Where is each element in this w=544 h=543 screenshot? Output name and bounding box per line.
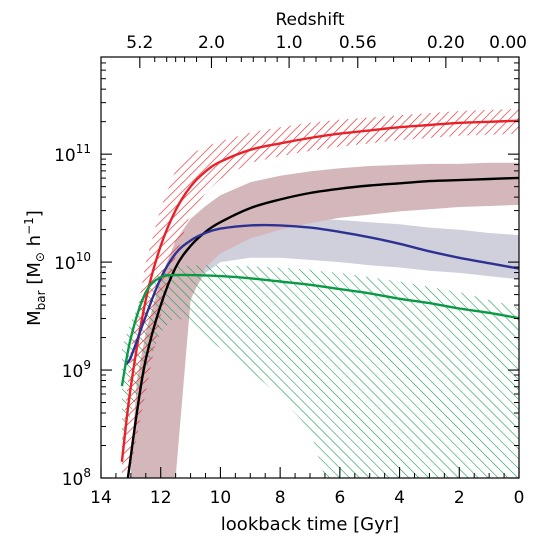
y-tick-label: 108 [62, 466, 91, 490]
y-label-h: h [24, 235, 45, 246]
y-label-sun: ⊙ [33, 252, 47, 262]
y-tick-label: 1010 [54, 250, 91, 274]
x-tick-label: 2 [454, 488, 465, 508]
y-label-units: [M [24, 262, 45, 285]
x-axis-label: lookback time [Gyr] [221, 514, 399, 535]
y-tick-labels: 108 109 1010 1011 [54, 142, 91, 490]
y-label-exp: −1 [22, 217, 36, 235]
y-tick-label: 1011 [54, 142, 91, 166]
top-tick-label: 5.2 [126, 33, 153, 53]
y-label-close: ] [24, 210, 45, 217]
x-tick-label: 8 [275, 488, 286, 508]
top-axis-label: Redshift [275, 10, 344, 30]
top-tick-label: 0.20 [427, 33, 465, 53]
uncertainty-bands [121, 108, 519, 478]
top-tick-label: 0.00 [489, 33, 527, 53]
series-lines [120, 119, 519, 478]
axis-ticks [100, 62, 520, 479]
series-line-1 [126, 176, 519, 478]
x-tick-label: 10 [210, 488, 232, 508]
series-line-0 [120, 119, 519, 462]
y-axis-label: Mbar [M⊙ h−1] [22, 210, 48, 326]
y-label-m: M [24, 310, 45, 326]
top-tick-label: 2.0 [198, 33, 225, 53]
x-tick-labels: 14 12 10 8 6 4 2 0 [90, 488, 524, 508]
y-tick-label: 109 [62, 358, 91, 382]
x-tick-label: 6 [334, 488, 345, 508]
series-line-2 [123, 223, 519, 366]
x-tick-label: 0 [514, 488, 525, 508]
band-1 [130, 162, 519, 478]
x-tick-label: 12 [150, 488, 172, 508]
band-0 [184, 218, 519, 306]
top-redshift-axis: 5.2 2.0 1.0 0.56 0.20 0.00 [126, 33, 527, 68]
x-tick-label: 14 [90, 488, 112, 508]
y-label-sub: bar [34, 290, 48, 310]
top-tick-label: 0.56 [339, 33, 377, 53]
x-tick-label: 4 [394, 488, 405, 508]
top-tick-label: 1.0 [276, 33, 303, 53]
band-2 [121, 265, 519, 478]
series-line-3 [120, 273, 519, 387]
